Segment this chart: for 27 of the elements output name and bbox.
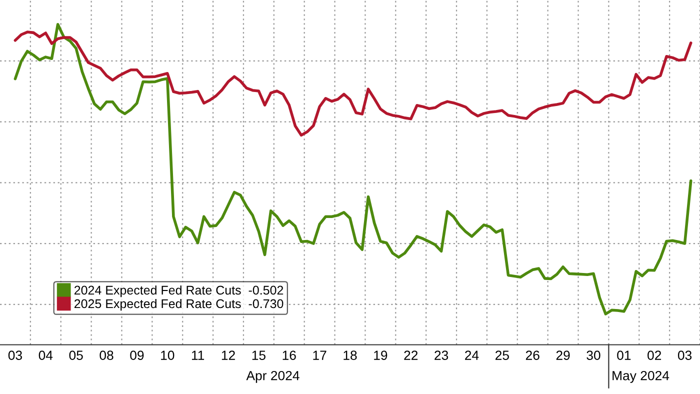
- x-tick-label: 15: [252, 350, 266, 360]
- text: Apr 2024: [246, 370, 300, 383]
- x-tick-label: 26: [526, 350, 540, 360]
- x-tick-label: 12: [222, 350, 235, 360]
- legend-label: 2025 Expected Fed Rate Cuts -0.730: [74, 298, 284, 311]
- x-tick-label: 04: [38, 350, 53, 360]
- x-tick-label: 19: [374, 350, 388, 360]
- x-tick-label: 30: [586, 350, 600, 360]
- legend-label: 2024 Expected Fed Rate Cuts -0.502: [74, 285, 284, 298]
- x-tick-label: 18: [344, 350, 357, 360]
- x-tick-label: 02: [648, 350, 662, 360]
- x-tick-label: 24: [465, 350, 479, 360]
- x-tick-label: 23: [434, 350, 448, 360]
- x-tick-label: 08: [100, 350, 114, 360]
- x-tick-label: 03: [678, 350, 692, 360]
- x-tick-label: 09: [130, 350, 144, 360]
- x-tick-label: 03: [8, 350, 22, 360]
- x-tick-label: 25: [496, 350, 509, 360]
- text: May 2024: [612, 370, 670, 383]
- x-tick-label: 16: [282, 350, 296, 360]
- x-tick-label: 22: [404, 350, 418, 360]
- x-tick-label: 01: [617, 350, 631, 360]
- x-tick-label: 17: [313, 350, 326, 360]
- x-tick-label: 29: [556, 350, 570, 360]
- x-tick-label: 10: [161, 350, 174, 360]
- x-tick-label: 11: [192, 350, 204, 360]
- x-tick-label: 05: [69, 350, 83, 360]
